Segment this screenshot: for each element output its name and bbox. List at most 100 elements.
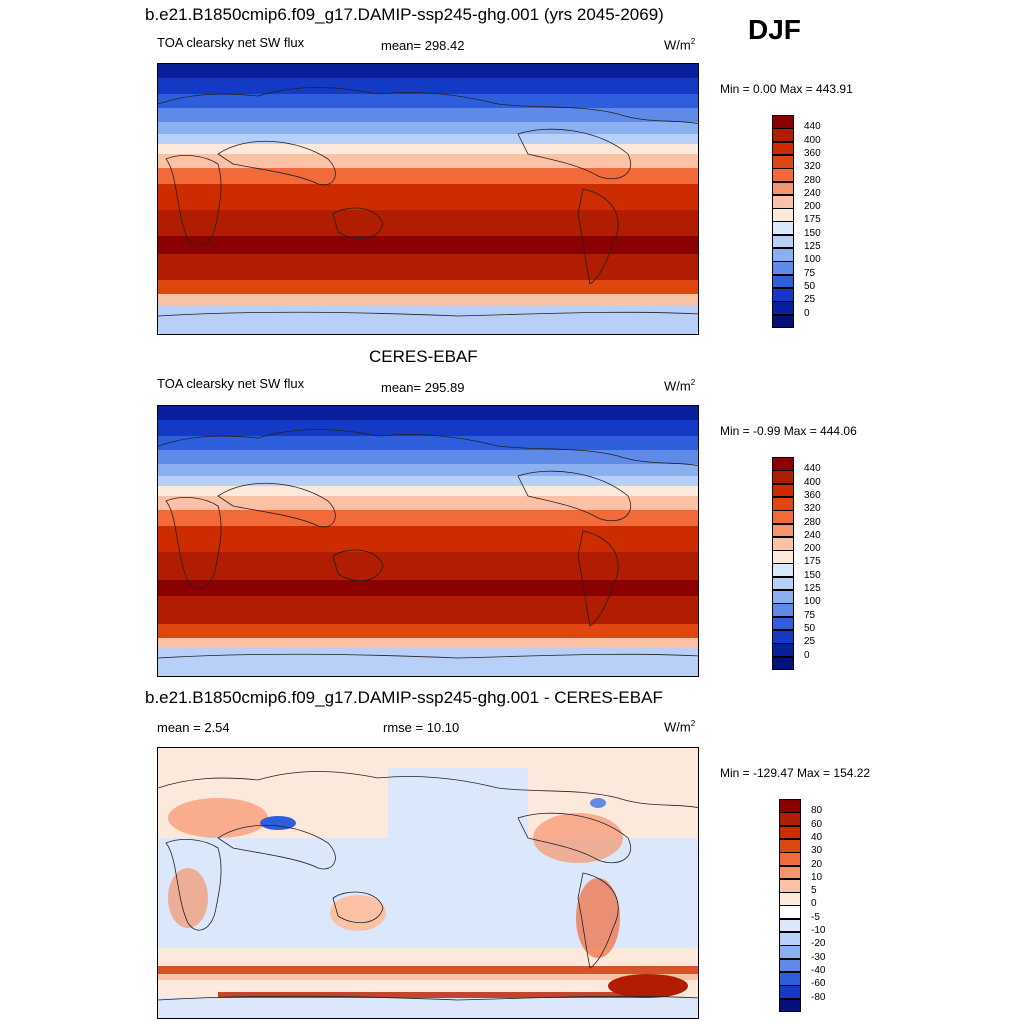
colorbar-tick-label: 75 xyxy=(804,267,816,279)
colorbar-tick-label: 150 xyxy=(804,227,821,239)
colorbar-tick-label: 125 xyxy=(804,583,821,594)
colorbar-cell xyxy=(772,643,794,657)
colorbar-cell xyxy=(779,838,801,853)
panel3-map-field xyxy=(158,748,698,1018)
colorbar-cell xyxy=(772,234,794,249)
panel2-title: CERES-EBAF xyxy=(369,347,478,366)
colorbar-cell xyxy=(772,457,794,471)
colorbar-tick-label: 240 xyxy=(804,187,821,199)
colorbar-cell xyxy=(772,656,794,671)
colorbar-tick-label: 5 xyxy=(811,885,817,897)
colorbar-cell xyxy=(772,221,794,236)
colorbar-tick-label: -10 xyxy=(811,925,826,936)
panel3-mean-label: mean = 2.54 xyxy=(157,720,230,735)
colorbar-tick-label: 200 xyxy=(804,543,821,555)
panel3-units-label: W/m2 xyxy=(664,719,696,735)
colorbar-tick-label: -80 xyxy=(811,991,826,1003)
colorbar-cell xyxy=(772,629,794,644)
colorbar-cell xyxy=(779,825,801,840)
panel2-map-field xyxy=(158,406,698,676)
colorbar-cell xyxy=(772,287,794,302)
colorbar-cell xyxy=(772,194,794,209)
colorbar-tick-label: -60 xyxy=(811,978,826,990)
colorbar-tick-label: 320 xyxy=(804,161,821,173)
panel3-map xyxy=(157,747,699,1019)
colorbar-cell xyxy=(779,878,801,893)
colorbar-tick-label: 75 xyxy=(804,609,816,621)
colorbar-tick-label: 0 xyxy=(804,307,810,319)
colorbar-cell xyxy=(772,154,794,169)
colorbar-tick-label: 125 xyxy=(804,241,821,252)
colorbar-cell xyxy=(772,128,794,143)
colorbar-tick-label: -40 xyxy=(811,964,826,976)
colorbar-cell xyxy=(779,971,801,986)
panel1-minmax-label: Min = 0.00 Max = 443.91 xyxy=(720,82,853,96)
colorbar-cell xyxy=(779,892,801,906)
panel1-units-label: W/m2 xyxy=(664,37,696,53)
panel1-colorbar: 440 400 360 320 280 240 200 175 150 125 100 75 50 25 0 xyxy=(772,115,852,329)
colorbar-cell xyxy=(779,905,801,920)
colorbar-tick-label: 25 xyxy=(804,636,816,648)
colorbar-tick-label: 360 xyxy=(804,147,821,159)
panel1-map-field xyxy=(158,64,698,334)
panel1-mean-label: mean= 298.42 xyxy=(381,38,465,53)
colorbar-cell xyxy=(772,261,794,276)
colorbar-cell xyxy=(779,985,801,999)
colorbar-tick-label: 320 xyxy=(804,503,821,515)
colorbar-tick-label: 25 xyxy=(804,294,816,306)
colorbar-cell xyxy=(772,590,794,604)
colorbar-tick-label: 100 xyxy=(804,596,821,608)
colorbar-tick-label: 280 xyxy=(804,516,821,528)
colorbar-cell xyxy=(779,812,801,827)
colorbar-cell xyxy=(772,141,794,156)
panel3-rmse-label: rmse = 10.10 xyxy=(383,720,460,735)
colorbar-tick-label: 50 xyxy=(804,622,816,634)
panel1-variable-label: TOA clearsky net SW flux xyxy=(157,35,305,50)
colorbar-tick-label: 30 xyxy=(811,845,823,857)
panel2-colorbar: 440 400 360 320 280 240 200 175 150 125 100 75 50 25 0 xyxy=(772,457,852,671)
colorbar-tick-label: 400 xyxy=(804,476,821,488)
colorbar-tick-label: 0 xyxy=(804,649,810,661)
colorbar-tick-label: -20 xyxy=(811,938,826,950)
panel3-minmax-label: Min = -129.47 Max = 154.22 xyxy=(720,766,871,780)
colorbar-cell xyxy=(779,958,801,973)
colorbar-cell xyxy=(772,208,794,222)
colorbar-tick-label: 175 xyxy=(804,214,821,226)
colorbar-cell xyxy=(772,168,794,182)
colorbar-tick-label: 440 xyxy=(804,121,821,133)
colorbar-cell xyxy=(772,248,794,262)
colorbar-cell xyxy=(779,932,801,946)
colorbar-cell xyxy=(772,536,794,551)
colorbar-tick-label: 0 xyxy=(811,898,817,910)
panel2-mean-label: mean= 295.89 xyxy=(381,380,465,395)
colorbar-cell xyxy=(772,181,794,196)
colorbar-cell xyxy=(772,603,794,618)
panel3-colorbar: 80 60 40 30 20 10 5 0 -5 -10 -20 -30 -40 -60 -80 xyxy=(779,799,859,1013)
colorbar-cell xyxy=(772,314,794,329)
colorbar-tick-label: 60 xyxy=(811,818,823,830)
panel2-variable-label: TOA clearsky net SW flux xyxy=(157,376,305,391)
colorbar-tick-label: 20 xyxy=(811,858,823,870)
colorbar-tick-label: -5 xyxy=(811,911,820,923)
panel2-units-label: W/m2 xyxy=(664,378,696,394)
panel1-map xyxy=(157,63,699,335)
colorbar-cell xyxy=(779,918,801,933)
colorbar-cell xyxy=(772,115,794,129)
panel2-minmax-label: Min = -0.99 Max = 444.06 xyxy=(720,424,857,438)
colorbar-cell xyxy=(772,550,794,564)
colorbar-tick-label: 150 xyxy=(804,569,821,581)
colorbar-cell xyxy=(772,274,794,289)
colorbar-tick-label: 10 xyxy=(811,871,823,883)
colorbar-tick-label: 360 xyxy=(804,489,821,501)
colorbar-cell xyxy=(779,852,801,866)
panel1-title: b.e21.B1850cmip6.f09_g17.DAMIP-ssp245-gh… xyxy=(145,5,664,24)
colorbar-cell xyxy=(772,301,794,315)
colorbar-cell xyxy=(779,865,801,880)
season-label: DJF xyxy=(748,14,801,45)
colorbar-tick-label: 240 xyxy=(804,529,821,541)
colorbar-cell xyxy=(772,510,794,524)
panel3-title: b.e21.B1850cmip6.f09_g17.DAMIP-ssp245-gh… xyxy=(145,688,663,707)
colorbar-tick-label: 80 xyxy=(811,805,823,817)
colorbar-tick-label: 175 xyxy=(804,556,821,568)
colorbar-tick-label: 100 xyxy=(804,254,821,266)
